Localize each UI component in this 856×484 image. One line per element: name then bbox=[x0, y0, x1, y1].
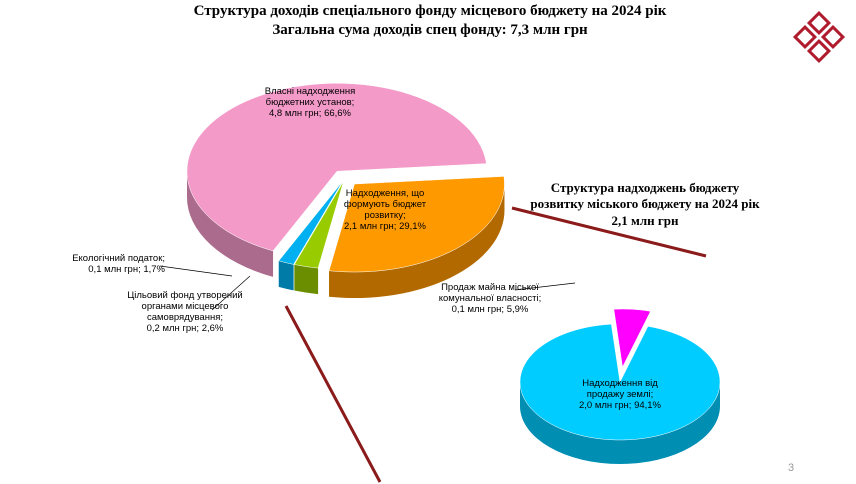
slice-label: Надходження від продажу землі; 2,0 млн гр… bbox=[570, 378, 670, 411]
slice-side bbox=[520, 382, 720, 464]
chart-subtitle: Загальна сума доходів спец фонду: 7,3 мл… bbox=[272, 22, 588, 38]
slice bbox=[278, 181, 343, 265]
leader-line bbox=[514, 282, 576, 291]
leader-line bbox=[211, 275, 251, 311]
slice-side-shade bbox=[520, 382, 720, 464]
connector-line bbox=[511, 206, 707, 258]
slice-name: Надходження, що формують бюджет розвитку… bbox=[343, 188, 427, 221]
slice-value: 0,1 млн грн; 5,9% bbox=[451, 304, 529, 315]
slice-side bbox=[294, 264, 319, 295]
slice-side bbox=[329, 184, 505, 299]
slice-label: Цільовий фонд утворений органами місцево… bbox=[120, 290, 250, 334]
slice-name: Власні надходження бюджетних установ; bbox=[264, 86, 356, 108]
slice-name: Надходження від продажу землі; bbox=[582, 378, 658, 400]
slice-value: 2,0 млн грн; 94,1% bbox=[578, 400, 662, 411]
slice-side-shade bbox=[329, 184, 505, 299]
slice-label: Надходження, що формують бюджет розвитку… bbox=[330, 188, 440, 232]
slice-name: Екологічний податок; bbox=[72, 253, 165, 264]
slice-name: Цільовий фонд утворений органами місцево… bbox=[127, 290, 243, 323]
slice-side bbox=[278, 260, 294, 291]
slice bbox=[293, 181, 344, 269]
slice-label: Продаж майна міської комунальної власнос… bbox=[430, 282, 550, 315]
slice-side bbox=[186, 171, 274, 277]
slice-name: Продаж майна міської комунальної власнос… bbox=[438, 282, 542, 304]
slice bbox=[328, 176, 505, 273]
slice bbox=[519, 323, 721, 441]
chart-title: Структура надходжень бюджету розвитку мі… bbox=[530, 180, 760, 211]
slice-value: 2,1 млн грн; 29,1% bbox=[343, 221, 427, 232]
slice-value: 4,8 млн грн; 66,6% bbox=[268, 108, 352, 119]
slice-value: 0,1 млн грн; 1,7% bbox=[88, 264, 165, 275]
slice-label: Власні надходження бюджетних установ; 4,8… bbox=[240, 86, 380, 119]
logo bbox=[792, 10, 846, 64]
leader-line bbox=[159, 265, 233, 277]
slice-side-shade bbox=[294, 264, 319, 295]
slice-label: Екологічний податок; 0,1 млн грн; 1,7% bbox=[40, 253, 165, 275]
connector-line bbox=[284, 305, 382, 483]
slice-side-shade bbox=[278, 260, 294, 291]
slice bbox=[186, 83, 487, 252]
page-number: 3 bbox=[788, 462, 795, 474]
chart-title: Структура доходів спеціального фонду міс… bbox=[193, 3, 667, 19]
slice-side-shade bbox=[186, 171, 274, 277]
slice bbox=[613, 308, 651, 368]
slice-value: 0,2 млн грн; 2,6% bbox=[146, 323, 224, 334]
chart-subtitle: 2,1 млн грн bbox=[611, 213, 679, 228]
